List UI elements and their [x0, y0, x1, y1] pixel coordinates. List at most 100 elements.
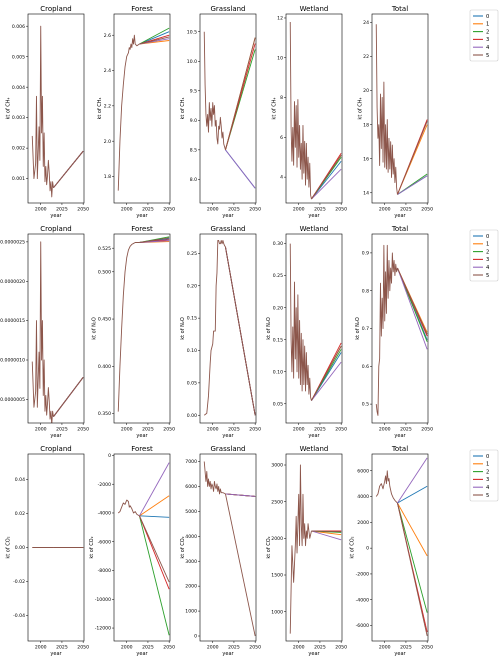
- y-tick-label: 0.0000015: [0, 318, 25, 324]
- y-tick-label: 3000: [185, 559, 197, 565]
- subplot-title: Forest: [131, 5, 153, 13]
- legend-label: 1: [486, 462, 489, 468]
- y-axis-label: kt of CH₄: [97, 97, 103, 119]
- y-tick-label: 0.00: [15, 545, 25, 551]
- x-tick-label: 2000: [207, 645, 219, 651]
- y-axis-label: kt of CO₂: [266, 536, 272, 558]
- y-axis-label: kt of CH₄: [272, 97, 278, 119]
- legend-row-2: 0 12 3 4 5: [469, 229, 499, 282]
- x-tick-label: 2025: [314, 207, 326, 213]
- subplot-3-4: Wetland 2000 2025 2050 1000 1500 2000 2500 3000 y…: [266, 445, 347, 657]
- y-tick-label: 0.9: [362, 251, 369, 257]
- legend-row-1: 0 12 3 4 5: [469, 9, 499, 62]
- y-tick-label: 0.02: [15, 511, 25, 517]
- x-axis-label: year: [308, 433, 320, 439]
- y-tick-label: 9.5: [190, 88, 197, 94]
- subplot-2-3: Grassland 2000 2025 2050 0.00 0.05 0.10 0.15 0.2…: [180, 225, 261, 439]
- plot-frame: [371, 13, 429, 204]
- y-tick-label: 10.0: [187, 59, 197, 65]
- plot-frame: [285, 13, 343, 204]
- y-tick-label: 0.003: [12, 115, 25, 121]
- y-axis-label: kt of N₂O: [355, 317, 361, 340]
- y-tick-label: 6: [280, 135, 283, 141]
- x-tick-label: 2025: [142, 645, 154, 651]
- subplot-1-2: Forest 2000 2025 2050 1.8 2.0 2.2 2.4 2.6 year kt …: [97, 5, 175, 219]
- legend-label: 0: [486, 234, 489, 240]
- y-tick-label: -4000: [98, 511, 111, 517]
- projection-line-5: [397, 267, 428, 335]
- y-tick-label: 14: [363, 190, 369, 196]
- legend-label: 4: [486, 45, 490, 51]
- y-tick-label: 0.450: [98, 317, 111, 323]
- x-tick-label: 2025: [400, 427, 412, 433]
- subplot-title: Total: [391, 225, 408, 233]
- history-line: [375, 244, 398, 416]
- y-tick-label: 24: [363, 20, 369, 26]
- y-axis-label: kt of CH₄: [358, 97, 364, 119]
- subplot-3-5: Total 2000 2025 2050 -6000 -4000 -2000 0 2000 400…: [350, 445, 434, 657]
- projection-line-5: [139, 237, 170, 243]
- x-axis-label: year: [136, 651, 148, 657]
- y-tick-label: 0.0000025: [0, 239, 25, 245]
- subplot-title: Wetland: [300, 445, 329, 453]
- y-tick-label: 1500: [271, 573, 283, 579]
- x-tick-label: 2025: [228, 427, 240, 433]
- y-tick-label: 20: [363, 88, 369, 94]
- x-axis-label: year: [50, 213, 62, 219]
- legend-label: 0: [486, 454, 489, 460]
- y-tick-label: 0.0000020: [0, 279, 25, 285]
- series-lines: [203, 461, 256, 637]
- legend-row-3: 0 12 3 4 5: [469, 449, 499, 502]
- projection-line-4: [311, 530, 342, 541]
- x-tick-label: 2000: [121, 645, 133, 651]
- y-tick-label: -2000: [356, 572, 369, 578]
- projection-line-5: [397, 502, 428, 636]
- y-tick-label: 4: [280, 175, 283, 181]
- subplot-title: Grassland: [211, 5, 246, 13]
- y-tick-label: 8.0: [190, 177, 197, 183]
- projection-line-0: [139, 31, 170, 45]
- y-tick-label: 18: [363, 122, 369, 128]
- subplot-3-3: Grassland 2000 2025 2050 0 1000 2000 3000 4000 50…: [180, 445, 261, 657]
- y-tick-label: 0.8: [362, 288, 369, 294]
- y-tick-label: 0: [366, 546, 369, 552]
- history-line: [289, 243, 312, 401]
- subplot-1-5: Total 2000 2025 2050 14 16 18 20 22 24 year kt of C…: [358, 5, 433, 219]
- x-axis-label: year: [394, 651, 406, 657]
- x-tick-label: 2025: [314, 427, 326, 433]
- series-lines: [203, 240, 256, 416]
- plot-frame: [199, 13, 257, 204]
- subplot-title: Forest: [131, 225, 153, 233]
- y-axis-label: kt of CO₂: [6, 536, 12, 558]
- projection-line-2: [139, 27, 170, 45]
- y-tick-label: 7000: [185, 459, 197, 465]
- x-tick-label: 2000: [35, 427, 47, 433]
- x-tick-label: 2050: [249, 207, 261, 213]
- y-axis-label: kt of N₂O: [92, 317, 98, 340]
- subplot-2-1: Cropland 2000 2025 2050 0.0000005 0.0000010 0.…: [0, 225, 89, 439]
- y-tick-label: 10: [277, 55, 283, 61]
- projection-line-5: [311, 530, 342, 533]
- y-tick-label: 2.6: [104, 33, 111, 39]
- y-tick-label: 0.04: [15, 477, 25, 483]
- y-tick-label: 0.525: [98, 246, 111, 252]
- history-line: [203, 461, 226, 495]
- projection-line-3: [139, 515, 170, 590]
- series-lines: [375, 24, 428, 195]
- x-axis-label: year: [308, 213, 320, 219]
- y-tick-label: 22: [363, 54, 369, 60]
- y-tick-label: 2.0: [104, 139, 111, 145]
- plot-frame: [113, 453, 171, 642]
- x-tick-label: 2000: [293, 207, 305, 213]
- legend-label: 3: [486, 37, 489, 43]
- x-tick-label: 2050: [163, 645, 175, 651]
- history-line: [375, 24, 398, 195]
- x-tick-label: 2000: [379, 207, 391, 213]
- legend-label: 4: [486, 485, 490, 491]
- y-tick-label: 0.15: [273, 337, 283, 343]
- legend-label: 1: [486, 242, 489, 248]
- y-tick-label: 0.7: [362, 326, 369, 332]
- subplot-3-1: Cropland 2000 2025 2050 -0.04 -0.02 0.00 0.02 0.…: [6, 445, 90, 657]
- y-tick-label: -2000: [98, 482, 111, 488]
- y-tick-label: 0.500: [98, 269, 111, 275]
